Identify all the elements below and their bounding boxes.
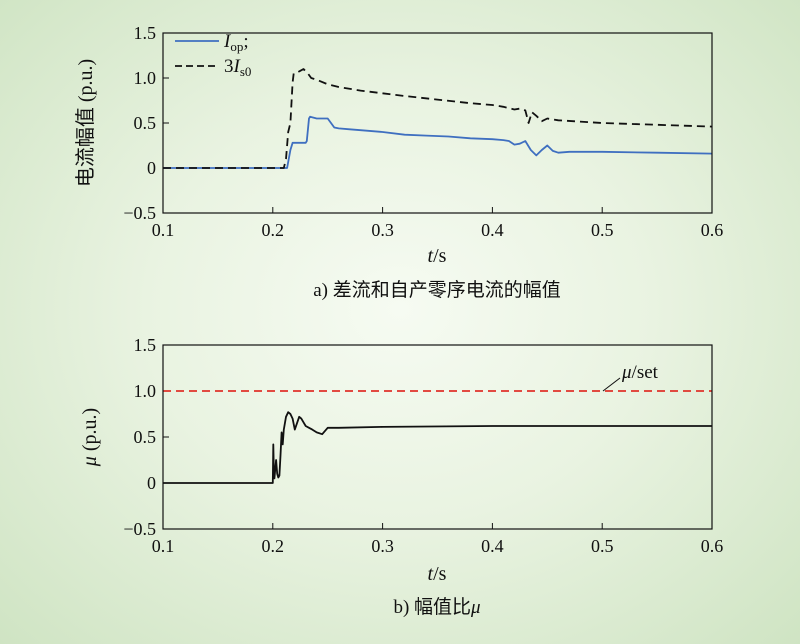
chart-a-x-tick-label: 0.3 (371, 220, 394, 240)
legend-label-iop-suffix: ; (243, 31, 248, 52)
legend-label-iop-sub: op (230, 39, 243, 54)
chart-b-x-tick-label: 0.2 (262, 536, 285, 556)
chart-b-caption: b) 幅值比μ (393, 596, 480, 618)
chart-b-y-axis-title-italic: μ (79, 456, 101, 467)
chart-b-x-tick-label: 0.4 (481, 536, 504, 556)
chart-b-y-tick-label: 1.5 (134, 335, 157, 355)
chart-a-legend: Iop; 3Is0 (175, 31, 251, 79)
legend-label-3is0-sub: s0 (240, 64, 252, 79)
legend-label-3is0-prefix: 3 (224, 56, 234, 77)
chart-a-series (163, 68, 713, 169)
chart-b-y-axis-title-rest: (p.u.) (79, 408, 101, 456)
chart-a-x-tick-label: 0.5 (591, 220, 614, 240)
chart-a-x-axis-title-italic: t (428, 245, 434, 267)
legend-label-iop-main: I (223, 31, 232, 52)
threshold-annotation-leader (602, 377, 621, 392)
chart-b-x-tick-label: 0.6 (701, 536, 724, 556)
chart-a-y-tick-label: 0.5 (134, 113, 157, 133)
chart-b-y-tick-label: 1.0 (134, 381, 157, 401)
legend-label-iop: Iop; (223, 31, 249, 54)
chart-a: −0.5 0 0.5 1.0 1.5 0.1 0.2 0.3 0.4 0.5 0.6 电流幅值 (… (74, 23, 723, 301)
chart-b-y-tick-label: 0.5 (134, 427, 157, 447)
chart-a-x-axis-title-rest: /s (433, 245, 447, 267)
chart-a-y-ticks: −0.5 0 0.5 1.0 1.5 (123, 23, 169, 223)
chart-a-x-tick-label: 0.4 (481, 220, 504, 240)
chart-a-series-line-1 (163, 68, 713, 169)
chart-a-x-tick-label: 0.6 (701, 220, 724, 240)
threshold-annotation-rest: /set (632, 362, 659, 383)
chart-a-x-ticks: 0.1 0.2 0.3 0.4 0.5 0.6 (152, 207, 724, 240)
chart-b-plot-frame (162, 344, 713, 530)
chart-b-y-tick-label: −0.5 (123, 519, 156, 539)
chart-b-caption-italic: μ (470, 597, 481, 618)
chart-b-x-axis-title-rest: /s (433, 563, 447, 585)
chart-a-y-tick-label: 0 (147, 158, 156, 178)
chart-b-x-tick-label: 0.3 (371, 536, 394, 556)
threshold-annotation-italic: μ (621, 362, 632, 383)
chart-b-x-tick-label: 0.1 (152, 536, 175, 556)
chart-b-y-tick-label: 0 (147, 473, 156, 493)
chart-b-x-axis-title: t/s (428, 563, 447, 585)
chart-a-x-axis-title: t/s (428, 245, 447, 267)
chart-a-plot-frame (162, 32, 713, 214)
chart-b-series-line-0 (163, 411, 712, 484)
chart-b-y-axis-title: μ (p.u.) (79, 408, 101, 467)
chart-a-caption: a) 差流和自产零序电流的幅值 (313, 279, 561, 301)
chart-b-caption-text: b) 幅值比 (393, 596, 471, 618)
chart-a-y-tick-label: −0.5 (123, 203, 156, 223)
chart-b: −0.5 0 0.5 1.0 1.5 0.1 0.2 0.3 0.4 0.5 0.6 μ (p.u… (79, 335, 723, 618)
chart-a-y-axis-title: 电流幅值 (p.u.) (74, 59, 97, 187)
chart-b-x-tick-label: 0.5 (591, 536, 614, 556)
legend-label-3is0: 3Is0 (224, 56, 251, 79)
chart-a-series-line-0 (163, 115, 713, 169)
chart-a-x-tick-label: 0.1 (152, 220, 175, 240)
chart-a-x-tick-label: 0.2 (262, 220, 285, 240)
chart-b-series (163, 390, 712, 484)
chart-b-x-axis-title-italic: t (428, 563, 434, 585)
chart-b-y-ticks: −0.5 0 0.5 1.0 1.5 (123, 335, 169, 539)
threshold-annotation-label: μ/set (621, 362, 659, 383)
chart-b-x-ticks: 0.1 0.2 0.3 0.4 0.5 0.6 (152, 523, 724, 556)
chart-a-y-tick-label: 1.0 (134, 68, 157, 88)
chart-a-y-tick-label: 1.5 (134, 23, 157, 43)
legend-label-3is0-main: I (233, 56, 242, 77)
